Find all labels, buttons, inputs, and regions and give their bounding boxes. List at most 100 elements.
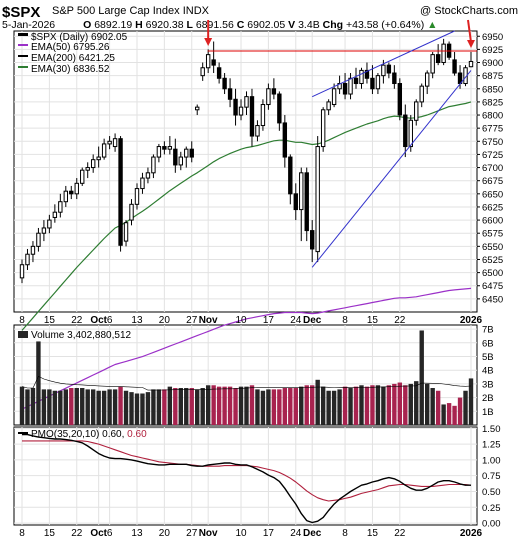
volume-bar [348, 388, 353, 425]
candle-up [381, 64, 386, 77]
candle-down [370, 77, 375, 90]
volume-bar [441, 404, 446, 425]
volume-bar [337, 389, 342, 425]
price-tick-label: 6925 [482, 45, 503, 56]
candle-up [123, 222, 129, 242]
candle-down [353, 77, 359, 85]
candle-down [233, 98, 238, 116]
volume-bar [173, 388, 178, 425]
x-tick-label: 10 [235, 315, 247, 326]
volume-bar [90, 389, 96, 425]
volume-bar [370, 385, 375, 425]
x-tick-label: 20 [159, 315, 171, 326]
volume-bar [123, 390, 129, 425]
volume-bar [47, 389, 52, 425]
x-tick-label-bottom: 13 [131, 528, 143, 539]
candle-down [162, 146, 167, 150]
volume-bar [397, 382, 403, 425]
candle-up [299, 172, 304, 211]
x-tick-label: 15 [367, 315, 379, 326]
volume-bar [63, 389, 69, 425]
candle-up [19, 264, 25, 279]
x-tick-label: Dec [303, 315, 322, 326]
legend-price: $SPX (Daily) 6902.05 [31, 32, 128, 43]
volume-bar [381, 386, 386, 425]
volume-tick-label: 1B [482, 407, 494, 418]
volume-bar [375, 385, 381, 425]
pmo-tick-label: 1.25 [482, 440, 501, 451]
x-tick-label-bottom: Dec [303, 528, 322, 539]
candle-up [205, 54, 211, 69]
symbol-title: $SPX [2, 4, 40, 21]
candle-down [342, 83, 348, 95]
volume-bar [310, 385, 315, 425]
volume-bar [271, 389, 277, 425]
x-tick-label-bottom: 27 [186, 528, 198, 539]
x-tick-label-bottom: 8 [342, 528, 348, 539]
volume-bar [468, 378, 474, 425]
volume-bar [205, 385, 211, 425]
x-tick-label: 27 [186, 315, 198, 326]
price-tick-label: 6700 [482, 163, 503, 174]
x-tick-label: 6 [107, 315, 113, 326]
x-tick-label: 13 [131, 315, 143, 326]
candle-down [216, 67, 222, 79]
candle-up [30, 245, 36, 255]
volume-bar [277, 389, 282, 425]
volume-bar [216, 386, 222, 425]
candle-up [41, 227, 47, 234]
watermark: @ StockCharts.com [420, 5, 518, 17]
volume-bar [452, 405, 457, 425]
candle-down [277, 93, 282, 124]
volume-bar [178, 388, 183, 425]
volume-bar [134, 393, 140, 425]
candle-down [392, 72, 397, 85]
price-tick-label: 6525 [482, 255, 503, 266]
volume-bar [151, 389, 156, 425]
x-tick-label-bottom: 20 [159, 528, 171, 539]
candle-up [184, 148, 189, 158]
index-name: S&P 500 Large Cap Index INDX [52, 5, 210, 17]
volume-bar [266, 389, 271, 425]
volume-bar [315, 379, 320, 425]
volume-bar [222, 386, 227, 425]
x-tick-label-bottom: 8 [19, 528, 25, 539]
candle-up [359, 69, 364, 85]
candle-up [112, 138, 118, 148]
volume-bar [386, 385, 392, 425]
candle-up [58, 201, 63, 213]
candle-down [189, 148, 194, 158]
x-tick-label-bottom: 2026 [460, 528, 483, 539]
candle-down [452, 59, 457, 74]
x-tick-label: 22 [71, 315, 83, 326]
candle-up [74, 182, 79, 195]
ema200-line [21, 287, 472, 410]
volume-bar [25, 389, 30, 425]
ohlc-line: 5-Jan-2026 O 6892.19 H 6920.38 L 6891.56 … [2, 19, 438, 31]
candle-up [47, 219, 52, 229]
candle-down [293, 193, 298, 211]
volume-bar [299, 386, 304, 425]
volume-bar [129, 392, 134, 425]
candle-down [304, 172, 309, 232]
candle-up [238, 106, 244, 116]
candle-down [69, 190, 74, 195]
x-tick-label: Nov [199, 315, 218, 326]
pmo-line [22, 433, 471, 524]
candle-up [468, 60, 474, 68]
volume-bar [167, 386, 173, 425]
candle-up [331, 88, 337, 106]
legend-volume: Volume 3,402,880,512 [31, 330, 132, 341]
candle-up [348, 77, 353, 95]
candle-up [140, 177, 145, 190]
candle-up [178, 156, 183, 166]
candle-up [424, 72, 430, 87]
x-tick-label: 8 [342, 315, 348, 326]
candle-up [90, 159, 96, 169]
candle-up [134, 188, 140, 205]
price-tick-label: 6850 [482, 84, 503, 95]
candle-up [80, 169, 85, 184]
candle-down [403, 114, 408, 148]
volume-bar [238, 386, 244, 425]
price-tick-label: 6650 [482, 189, 503, 200]
